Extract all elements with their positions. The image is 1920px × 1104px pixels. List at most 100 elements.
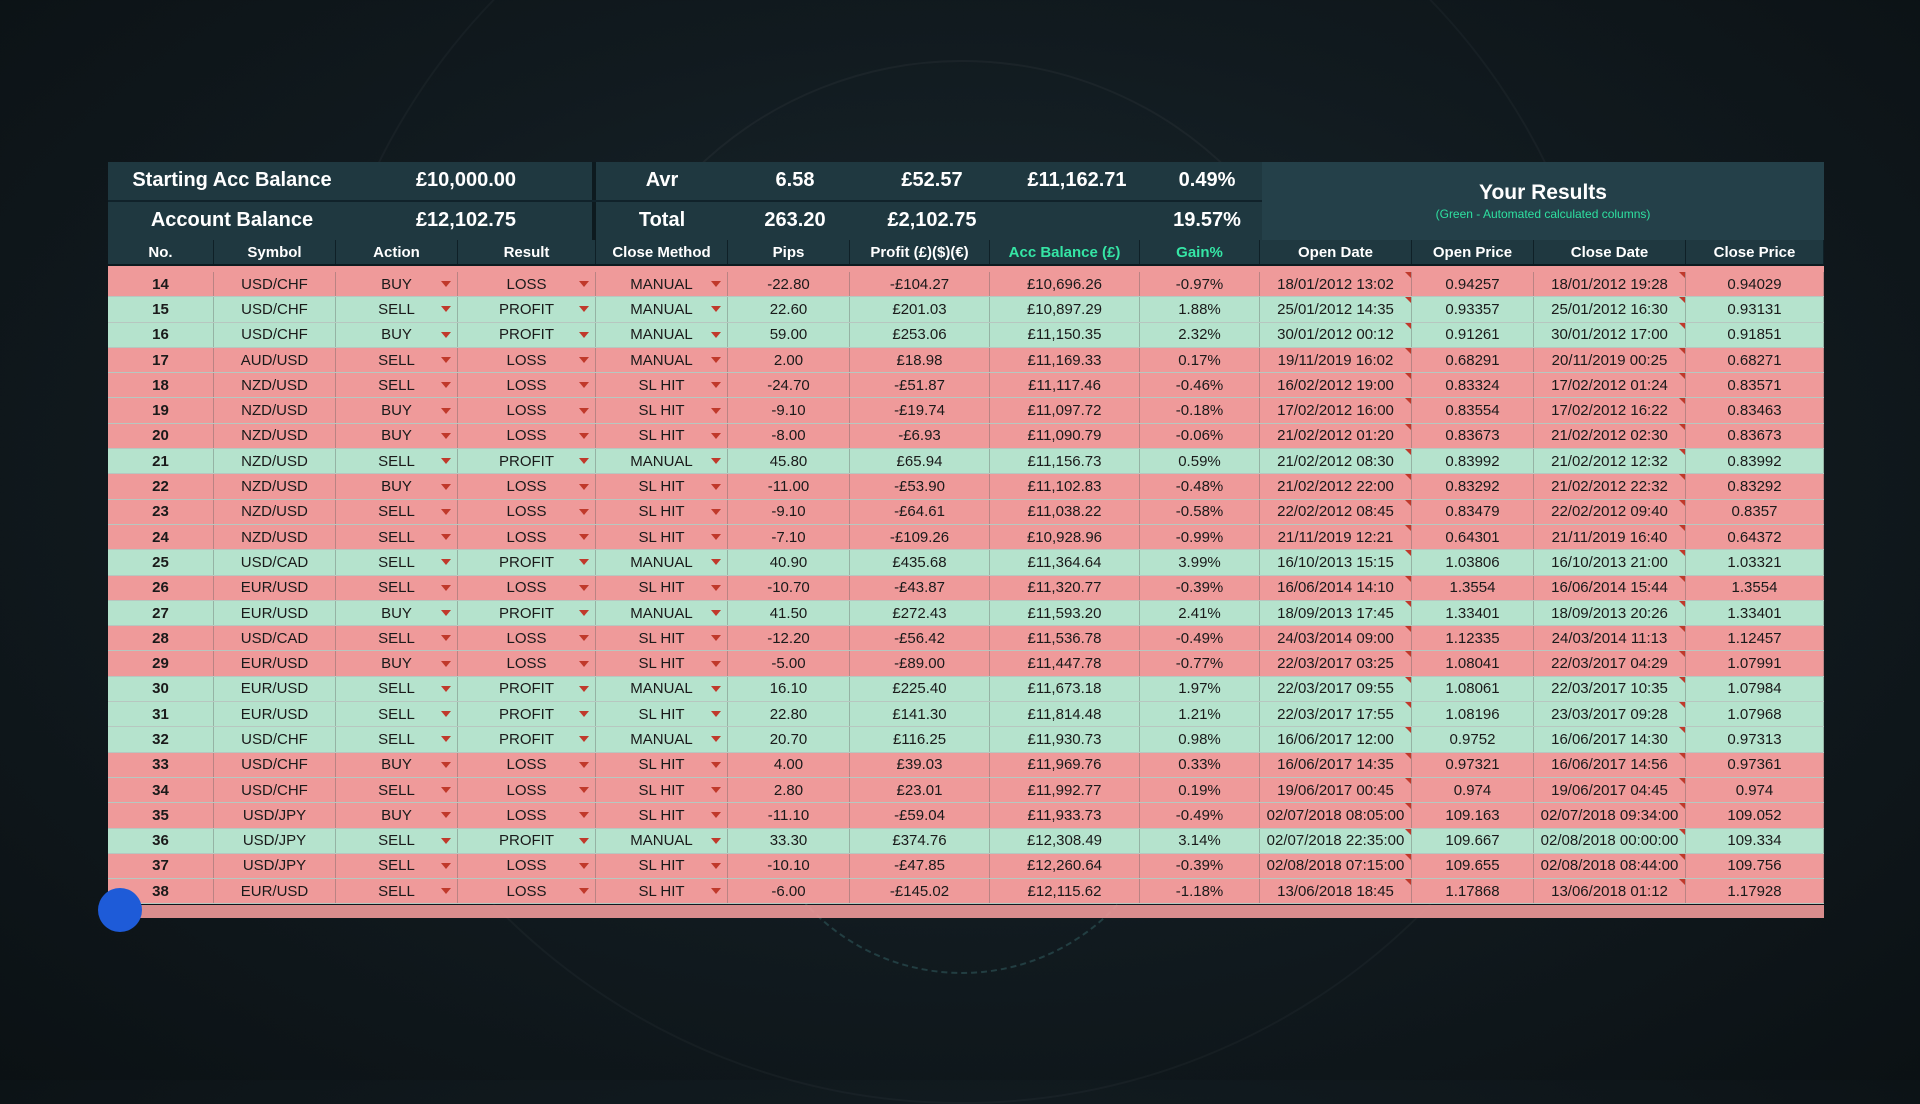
dropdown-arrow-icon[interactable]: [579, 357, 589, 364]
result-cell[interactable]: LOSS: [458, 398, 596, 423]
dropdown-arrow-icon[interactable]: [711, 761, 721, 768]
dropdown-arrow-icon[interactable]: [711, 483, 721, 490]
action-cell[interactable]: SELL: [336, 524, 458, 550]
close-method-cell[interactable]: MANUAL: [596, 676, 728, 702]
dropdown-arrow-icon[interactable]: [711, 458, 721, 465]
close-method-cell[interactable]: MANUAL: [596, 297, 728, 322]
result-cell[interactable]: LOSS: [458, 803, 596, 828]
dropdown-arrow-icon[interactable]: [441, 458, 451, 465]
dropdown-arrow-icon[interactable]: [579, 534, 589, 541]
dropdown-arrow-icon[interactable]: [711, 812, 721, 819]
result-cell[interactable]: PROFIT: [458, 322, 596, 347]
action-cell[interactable]: BUY: [336, 423, 458, 449]
dropdown-arrow-icon[interactable]: [579, 584, 589, 591]
action-cell[interactable]: BUY: [336, 600, 458, 626]
close-method-cell[interactable]: SL HIT: [596, 777, 728, 803]
dropdown-arrow-icon[interactable]: [711, 711, 721, 718]
action-cell[interactable]: SELL: [336, 853, 458, 879]
close-method-cell[interactable]: SL HIT: [596, 373, 728, 398]
action-cell[interactable]: BUY: [336, 272, 458, 297]
action-cell[interactable]: SELL: [336, 499, 458, 524]
result-cell[interactable]: LOSS: [458, 474, 596, 499]
dropdown-arrow-icon[interactable]: [441, 837, 451, 844]
action-cell[interactable]: SELL: [336, 727, 458, 752]
dropdown-arrow-icon[interactable]: [441, 357, 451, 364]
result-cell[interactable]: LOSS: [458, 499, 596, 524]
dropdown-arrow-icon[interactable]: [441, 584, 451, 591]
dropdown-arrow-icon[interactable]: [579, 281, 589, 288]
dropdown-arrow-icon[interactable]: [579, 660, 589, 667]
result-cell[interactable]: PROFIT: [458, 676, 596, 702]
result-cell[interactable]: LOSS: [458, 575, 596, 600]
close-method-cell[interactable]: MANUAL: [596, 727, 728, 752]
dropdown-arrow-icon[interactable]: [711, 837, 721, 844]
close-method-cell[interactable]: MANUAL: [596, 347, 728, 373]
dropdown-arrow-icon[interactable]: [441, 888, 451, 895]
action-cell[interactable]: SELL: [336, 828, 458, 853]
dropdown-arrow-icon[interactable]: [579, 862, 589, 869]
dropdown-arrow-icon[interactable]: [579, 306, 589, 313]
action-cell[interactable]: SELL: [336, 879, 458, 904]
action-cell[interactable]: SELL: [336, 373, 458, 398]
dropdown-arrow-icon[interactable]: [711, 281, 721, 288]
dropdown-arrow-icon[interactable]: [441, 508, 451, 515]
dropdown-arrow-icon[interactable]: [579, 432, 589, 439]
action-cell[interactable]: BUY: [336, 322, 458, 347]
dropdown-arrow-icon[interactable]: [579, 685, 589, 692]
dropdown-arrow-icon[interactable]: [441, 761, 451, 768]
result-cell[interactable]: LOSS: [458, 423, 596, 449]
dropdown-arrow-icon[interactable]: [711, 407, 721, 414]
dropdown-arrow-icon[interactable]: [441, 862, 451, 869]
action-cell[interactable]: SELL: [336, 297, 458, 322]
dropdown-arrow-icon[interactable]: [579, 761, 589, 768]
dropdown-arrow-icon[interactable]: [579, 458, 589, 465]
close-method-cell[interactable]: SL HIT: [596, 398, 728, 423]
close-method-cell[interactable]: SL HIT: [596, 702, 728, 727]
dropdown-arrow-icon[interactable]: [711, 584, 721, 591]
dropdown-arrow-icon[interactable]: [579, 382, 589, 389]
action-cell[interactable]: SELL: [336, 449, 458, 474]
dropdown-arrow-icon[interactable]: [441, 736, 451, 743]
dropdown-arrow-icon[interactable]: [441, 306, 451, 313]
close-method-cell[interactable]: MANUAL: [596, 322, 728, 347]
dropdown-arrow-icon[interactable]: [579, 711, 589, 718]
action-cell[interactable]: SELL: [336, 702, 458, 727]
dropdown-arrow-icon[interactable]: [579, 559, 589, 566]
dropdown-arrow-icon[interactable]: [711, 862, 721, 869]
close-method-cell[interactable]: SL HIT: [596, 575, 728, 600]
close-method-cell[interactable]: SL HIT: [596, 474, 728, 499]
result-cell[interactable]: LOSS: [458, 777, 596, 803]
dropdown-arrow-icon[interactable]: [441, 432, 451, 439]
dropdown-arrow-icon[interactable]: [711, 559, 721, 566]
result-cell[interactable]: LOSS: [458, 272, 596, 297]
action-cell[interactable]: BUY: [336, 752, 458, 777]
close-method-cell[interactable]: MANUAL: [596, 600, 728, 626]
result-cell[interactable]: LOSS: [458, 879, 596, 904]
action-cell[interactable]: SELL: [336, 347, 458, 373]
result-cell[interactable]: PROFIT: [458, 828, 596, 853]
dropdown-arrow-icon[interactable]: [441, 331, 451, 338]
dropdown-arrow-icon[interactable]: [579, 407, 589, 414]
close-method-cell[interactable]: SL HIT: [596, 499, 728, 524]
close-method-cell[interactable]: SL HIT: [596, 853, 728, 879]
dropdown-arrow-icon[interactable]: [711, 357, 721, 364]
result-cell[interactable]: LOSS: [458, 373, 596, 398]
close-method-cell[interactable]: SL HIT: [596, 803, 728, 828]
dropdown-arrow-icon[interactable]: [711, 331, 721, 338]
dropdown-arrow-icon[interactable]: [579, 635, 589, 642]
dropdown-arrow-icon[interactable]: [579, 508, 589, 515]
floating-widget-icon[interactable]: [98, 888, 142, 932]
dropdown-arrow-icon[interactable]: [441, 407, 451, 414]
dropdown-arrow-icon[interactable]: [579, 331, 589, 338]
result-cell[interactable]: LOSS: [458, 651, 596, 676]
dropdown-arrow-icon[interactable]: [711, 432, 721, 439]
dropdown-arrow-icon[interactable]: [441, 660, 451, 667]
dropdown-arrow-icon[interactable]: [711, 534, 721, 541]
dropdown-arrow-icon[interactable]: [711, 787, 721, 794]
close-method-cell[interactable]: SL HIT: [596, 423, 728, 449]
dropdown-arrow-icon[interactable]: [711, 610, 721, 616]
result-cell[interactable]: PROFIT: [458, 702, 596, 727]
close-method-cell[interactable]: MANUAL: [596, 550, 728, 575]
dropdown-arrow-icon[interactable]: [441, 787, 451, 794]
action-cell[interactable]: BUY: [336, 398, 458, 423]
